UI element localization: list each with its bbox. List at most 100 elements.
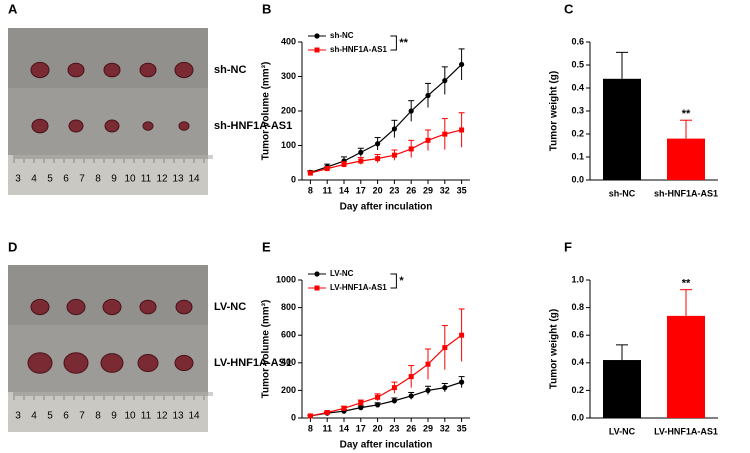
x-tick-label: 11 [322,423,332,433]
x-tick-label: 35 [457,185,467,195]
series-line [310,63,463,173]
marker [375,402,381,408]
x-tick-label: LV-HNF1A-AS1 [654,426,718,436]
ruler-number: 5 [47,174,53,185]
y-axis-label: Tumor volume (mm³) [261,300,272,399]
tumor [139,62,157,78]
legend-marker [314,47,320,53]
tumor [27,352,53,374]
marker [391,126,397,132]
tumor [139,299,157,315]
ruler-number: 6 [63,411,69,422]
tumor [68,119,84,133]
group-label: sh-HNF1A-AS1 [214,120,292,132]
marker [375,394,381,400]
tumor [30,61,50,79]
tumor [174,61,194,79]
y-tick-label: 0 [291,174,296,184]
ruler-number: 8 [95,411,101,422]
marker [375,141,381,147]
y-axis-label: Tumor weight (g) [549,71,560,151]
marker [442,345,448,351]
x-tick-label: 14 [339,423,349,433]
x-tick-label: 35 [457,423,467,433]
series-line [310,334,462,417]
significance: ** [682,278,691,290]
marker [408,393,414,399]
x-tick-label: sh-HNF1A-AS1 [654,188,718,198]
x-axis-label: Day after inculation [340,440,433,451]
photo-shade [8,28,208,88]
ruler-number: 13 [172,411,184,422]
x-tick-label: 20 [373,423,383,433]
tumor [67,62,85,78]
panel-letter: A [8,1,18,16]
y-tick-label: 0.8 [571,302,584,312]
legend-label: LV-NC [330,269,354,278]
tumor [66,298,86,316]
marker [358,149,364,155]
bar [667,315,705,418]
marker [442,78,448,84]
y-tick-label: 0.2 [571,128,584,138]
tumor [104,119,120,133]
x-tick-label: 32 [440,423,450,433]
legend-label: sh-HNF1A-AS1 [330,45,387,54]
bar [667,138,705,180]
marker [425,361,431,367]
legend-label: sh-NC [330,31,354,40]
ruler-number: 3 [15,411,21,422]
group-label: sh-NC [214,64,246,76]
significance: ** [682,108,691,120]
x-tick-label: 20 [373,185,383,195]
ruler-number: 3 [15,174,21,185]
y-tick-label: 0.6 [571,330,584,340]
marker [391,398,397,404]
legend-label: LV-HNF1A-AS1 [330,283,387,292]
significance: * [399,275,404,287]
panel-letter: F [564,239,572,254]
x-tick-label: 17 [356,423,366,433]
marker [442,131,448,137]
tumor [137,354,159,372]
y-axis-label: Tumor volume (mm³) [261,62,272,161]
bar [603,78,641,180]
marker [425,387,431,393]
ruler-number: 13 [172,174,184,185]
x-tick-label: 32 [440,185,450,195]
x-tick-label: 11 [322,185,332,195]
y-tick-label: 100 [281,140,296,150]
y-tick-label: 0 [291,412,296,422]
marker [358,158,364,164]
marker [442,385,448,391]
marker [391,385,397,391]
panel-letter: B [262,1,271,16]
significance-bracket [390,35,397,51]
ruler-number: 9 [111,411,117,422]
photo-shade [8,265,208,325]
panel-letter: D [8,239,17,254]
marker [408,108,414,114]
x-tick-label: LV-NC [609,426,636,436]
y-tick-label: 600 [281,330,296,340]
ruler-number: 7 [79,411,85,422]
ruler-number: 12 [156,174,168,185]
marker [391,152,397,158]
x-tick-label: 29 [423,423,433,433]
legend-marker [314,285,320,291]
marker [425,92,431,99]
marker [307,170,313,176]
ruler-number: 11 [141,174,152,185]
y-tick-label: 0.0 [571,174,584,184]
ruler-number: 14 [188,174,200,185]
ruler-number: 7 [79,174,85,185]
x-tick-label: sh-NC [609,188,636,198]
tumor [102,298,122,316]
marker [375,156,381,162]
ruler-number: 4 [31,411,37,422]
marker [459,332,465,338]
marker [459,379,465,385]
legend-marker [314,271,320,277]
y-tick-label: 0.5 [571,59,584,69]
